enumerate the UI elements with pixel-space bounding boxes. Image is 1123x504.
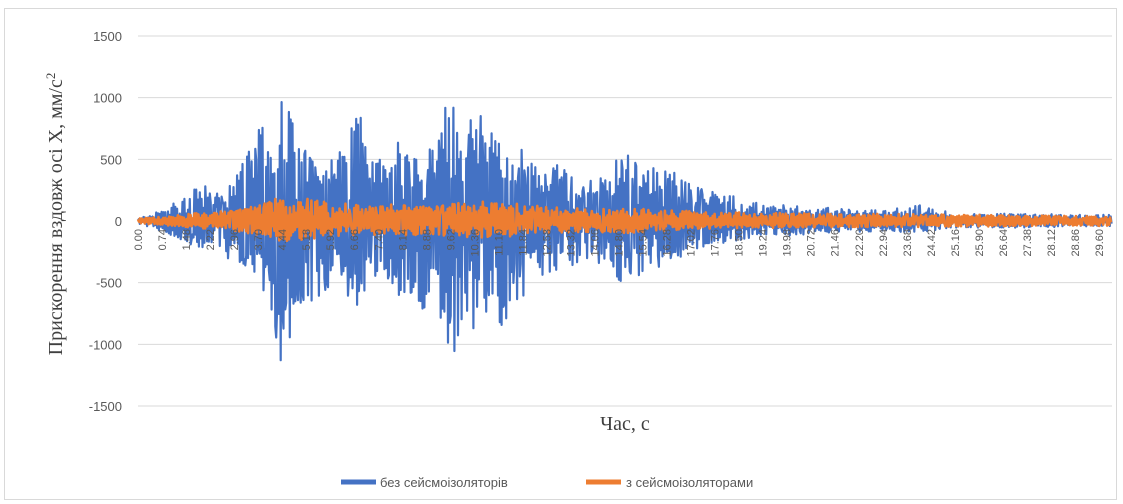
- y-axis-title: Прискорення вздовж осі X, мм/с2: [43, 73, 68, 356]
- x-tick-label: 17.02: [686, 229, 698, 257]
- x-tick-label: 1.48: [181, 229, 193, 250]
- x-tick-label: 3.70: [253, 229, 265, 250]
- x-tick-label: 25.16: [950, 229, 962, 257]
- x-tick-label: 23.68: [902, 229, 914, 257]
- x-tick-label: 25.90: [974, 229, 986, 257]
- x-tick-label: 13.32: [565, 229, 577, 257]
- x-tick-label: 2.96: [229, 229, 241, 250]
- x-tick-label: 4.44: [277, 229, 289, 250]
- x-tick-label: 0.74: [157, 229, 169, 250]
- x-tick-label: 19.98: [782, 229, 794, 257]
- x-tick-label: 18.50: [734, 229, 746, 257]
- legend-label-unisolated: без сейсмоізоляторів: [380, 475, 508, 490]
- legend-label-isolated: з сейсмоізоляторами: [626, 475, 753, 490]
- x-tick-label: 17.76: [710, 229, 722, 257]
- x-tick-label: 6.66: [349, 229, 361, 250]
- x-tick-label: 29.60: [1094, 229, 1106, 257]
- y-tick-label: -500: [96, 276, 122, 291]
- x-axis-title: Час, с: [600, 413, 650, 435]
- y-tick-label: 1000: [93, 91, 122, 106]
- x-tick-label: 26.64: [998, 229, 1010, 257]
- x-tick-label: 20.72: [806, 229, 818, 257]
- x-tick-label: 5.18: [301, 229, 313, 250]
- x-tick-labels: 0.00 0.74 1.48 2.22 2.96 3.70 4.44 5.18 5.92 6.66…: [133, 229, 1106, 257]
- x-tick-label: 11.10: [493, 229, 505, 256]
- x-tick-label: 2.22: [205, 229, 217, 250]
- x-tick-label: 7.40: [373, 229, 385, 250]
- x-tick-label: 8.14: [397, 229, 409, 250]
- x-tick-label: 28.12: [1046, 229, 1058, 257]
- x-tick-label: 14.80: [614, 229, 626, 257]
- y-tick-label: 500: [100, 152, 122, 167]
- y-tick-labels: 1500 1000 500 0 -500 -1000 -1500: [89, 29, 122, 414]
- x-tick-label: 27.38: [1022, 229, 1034, 257]
- legend: без сейсмоізоляторів з сейсмоізоляторами: [341, 475, 753, 490]
- x-tick-label: 12.58: [541, 229, 553, 257]
- x-tick-label: 11.84: [517, 229, 529, 256]
- x-tick-label: 15.54: [638, 229, 650, 257]
- x-tick-label: 10.36: [469, 229, 481, 257]
- x-tick-label: 5.92: [325, 229, 337, 250]
- series-line-1: [136, 197, 1113, 243]
- series-layer: [136, 100, 1113, 362]
- x-tick-label: 21.46: [830, 229, 842, 257]
- x-tick-label: 19.24: [758, 229, 770, 257]
- x-tick-label: 14.06: [589, 229, 601, 257]
- x-tick-label: 22.20: [854, 229, 866, 257]
- y-tick-label: 0: [115, 214, 122, 229]
- x-tick-label: 28.86: [1070, 229, 1082, 257]
- y-tick-label: -1500: [89, 399, 122, 414]
- x-tick-label: 8.88: [421, 229, 433, 250]
- x-tick-label: 16.28: [662, 229, 674, 257]
- x-tick-label: 22.94: [878, 229, 890, 257]
- y-tick-label: -1000: [89, 337, 122, 352]
- x-tick-label: 9.62: [445, 229, 457, 250]
- x-tick-label: 0.00: [133, 229, 145, 250]
- x-tick-label: 24.42: [926, 229, 938, 257]
- y-tick-label: 1500: [93, 29, 122, 44]
